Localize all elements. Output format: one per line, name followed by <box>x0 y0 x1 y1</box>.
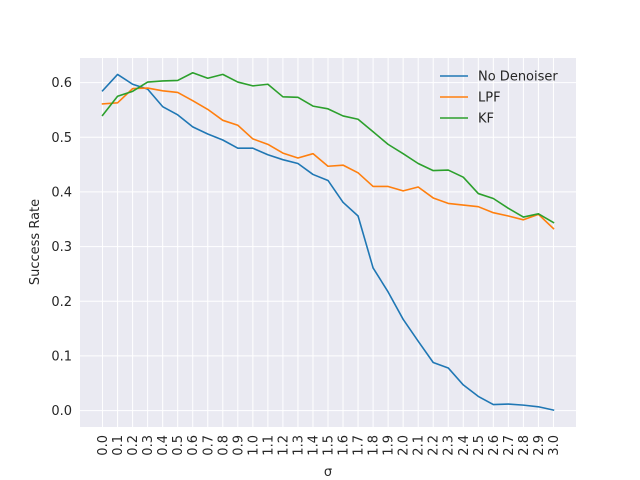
legend: No Denoiser LPF KF <box>440 70 558 127</box>
y-tick-labels: 0.0 0.1 0.2 0.3 0.4 0.5 0.6 <box>51 76 72 419</box>
series-line-3 <box>101 71 555 224</box>
x-tick-label: 0.2 <box>126 435 141 456</box>
x-tick-label: 2.6 <box>487 435 502 456</box>
series-line-1 <box>101 73 555 412</box>
x-tick-label: 1.8 <box>367 435 382 456</box>
x-tick-label: 2.0 <box>397 435 412 456</box>
legend-label: LPF <box>478 91 501 106</box>
x-tick-label: 1.2 <box>276 435 291 456</box>
y-tick-label: 0.6 <box>51 76 72 91</box>
y-tick-label: 0.2 <box>51 295 72 310</box>
legend-label: No Denoiser <box>478 70 558 85</box>
x-tick-label: 1.7 <box>352 435 367 456</box>
y-tick-label: 0.5 <box>51 131 72 146</box>
x-tick-label: 2.3 <box>442 435 457 456</box>
x-tick-label: 0.6 <box>186 435 201 456</box>
x-tick-label: 0.4 <box>156 435 171 456</box>
x-tick-label: 2.5 <box>472 435 487 456</box>
y-tick-label: 0.0 <box>51 404 72 419</box>
y-tick-label: 0.3 <box>51 240 72 255</box>
x-tick-label: 0.5 <box>171 435 186 456</box>
series-lines <box>101 71 555 412</box>
x-tick-label: 2.1 <box>412 435 427 456</box>
y-tick-label: 0.4 <box>51 185 72 200</box>
x-tick-label: 1.3 <box>291 435 306 456</box>
x-tick-label: 0.1 <box>111 435 126 456</box>
x-axis-label: σ <box>324 465 332 480</box>
x-tick-label: 1.1 <box>261 435 276 456</box>
x-tick-label: 0.8 <box>216 435 231 456</box>
x-tick-label: 0.9 <box>231 435 246 456</box>
x-tick-label: 1.5 <box>322 435 337 456</box>
x-tick-label: 1.6 <box>337 435 352 456</box>
series-line-2 <box>101 87 555 230</box>
x-tick-label: 0.0 <box>96 435 111 456</box>
x-tick-label: 2.4 <box>457 435 472 456</box>
x-tick-labels: 0.0 0.1 0.2 0.3 0.4 0.5 0.6 0.7 0.8 0.9 1.0 1.1 1.2 1… <box>96 435 562 456</box>
y-axis-label: Success Rate <box>28 199 43 285</box>
x-tick-label: 2.7 <box>502 435 517 456</box>
x-tick-label: 2.9 <box>532 435 547 456</box>
x-tick-label: 1.9 <box>382 435 397 456</box>
legend-label: KF <box>478 112 494 127</box>
x-tick-label: 1.0 <box>246 435 261 456</box>
x-tick-label: 0.3 <box>141 435 156 456</box>
x-tick-label: 1.4 <box>306 435 321 456</box>
y-tick-label: 0.1 <box>51 349 72 364</box>
x-tick-label: 2.8 <box>517 435 532 456</box>
x-tick-label: 0.7 <box>201 435 216 456</box>
x-tick-label: 3.0 <box>547 435 562 456</box>
x-tick-label: 2.2 <box>427 435 442 456</box>
